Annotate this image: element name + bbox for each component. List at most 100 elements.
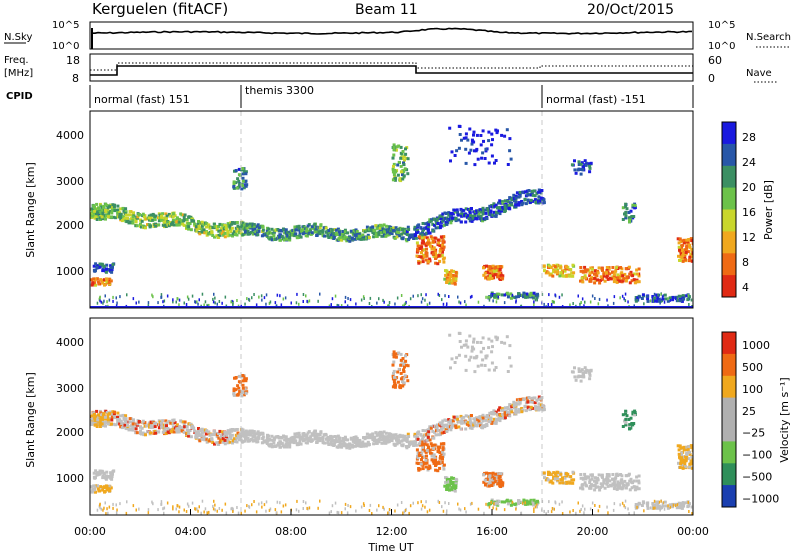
data-cell [687, 465, 691, 469]
data-cell [672, 503, 675, 507]
data-cell [232, 392, 236, 396]
data-cell [543, 302, 545, 306]
data-cell [579, 509, 581, 513]
data-cell [425, 236, 429, 240]
data-cell [178, 424, 182, 428]
data-cell [655, 506, 659, 510]
data-cell [236, 224, 240, 228]
data-cell [483, 511, 485, 515]
data-cell [386, 438, 390, 442]
data-cell [599, 278, 603, 282]
data-cell [663, 293, 667, 297]
data-cell [327, 443, 331, 446]
data-cell [93, 269, 97, 273]
data-cell [293, 225, 297, 229]
data-cell [355, 509, 357, 513]
data-cell [261, 431, 265, 435]
data-cell [119, 419, 123, 423]
data-cell [146, 430, 149, 434]
data-cell [327, 236, 331, 239]
data-cell [602, 274, 606, 278]
data-cell [624, 499, 627, 503]
data-cell [167, 212, 171, 216]
data-cell [205, 440, 209, 444]
data-cell [454, 484, 458, 488]
data-cell [459, 207, 463, 211]
data-cell [288, 443, 292, 447]
data-cell [295, 225, 299, 229]
data-cell [590, 267, 594, 271]
data-cell [393, 174, 397, 178]
data-cell [138, 300, 140, 304]
data-cell [244, 170, 248, 174]
data-cell [244, 509, 246, 513]
data-cell [517, 201, 521, 205]
data-cell [592, 479, 596, 483]
data-cell [253, 293, 255, 296]
data-cell [213, 292, 215, 296]
data-cell [684, 294, 688, 298]
data-cell [561, 269, 564, 273]
data-cell [147, 511, 150, 515]
data-cell [601, 276, 605, 280]
data-cell [436, 243, 440, 247]
data-cell [265, 293, 268, 297]
data-cell [464, 339, 468, 343]
data-cell [377, 230, 381, 234]
data-cell [571, 481, 575, 485]
data-cell [383, 437, 387, 441]
data-cell [490, 484, 494, 487]
data-cell [124, 420, 128, 424]
data-cell [429, 235, 433, 239]
data-cell [493, 411, 497, 415]
data-cell [109, 279, 113, 283]
data-cell [340, 445, 344, 449]
data-cell [579, 486, 582, 490]
data-cell [633, 511, 635, 515]
data-cell [182, 215, 186, 219]
power-colorbar-label: Power [dB] [762, 180, 775, 240]
data-cell [210, 437, 214, 441]
data-cell [580, 368, 584, 372]
data-cell [104, 501, 106, 505]
data-cell [579, 302, 581, 306]
data-cell [392, 355, 396, 359]
data-cell [450, 216, 454, 220]
data-cell [589, 161, 593, 165]
data-cell [483, 478, 487, 482]
data-cell [449, 366, 452, 370]
data-cell [98, 415, 102, 419]
freq-tick-low: 8 [72, 72, 79, 85]
data-cell [464, 343, 468, 347]
data-cell [635, 280, 639, 284]
data-cell [229, 228, 232, 232]
data-cell [401, 357, 405, 360]
data-cell [253, 232, 257, 235]
data-cell [683, 256, 687, 260]
data-cell [611, 477, 615, 481]
data-cell [442, 425, 446, 429]
data-cell [282, 297, 285, 301]
data-cell [537, 195, 541, 199]
data-cell [493, 214, 497, 218]
data-cell [121, 413, 125, 417]
data-cell [120, 219, 124, 223]
data-cell [497, 292, 501, 296]
data-cell [305, 436, 309, 440]
data-cell [269, 507, 272, 511]
data-cell [242, 186, 246, 190]
data-cell [583, 304, 585, 308]
data-cell [524, 409, 528, 413]
data-cell [600, 474, 604, 478]
data-cell [612, 483, 616, 487]
data-cell [92, 471, 96, 475]
data-cell [497, 482, 501, 485]
data-cell [149, 431, 152, 435]
data-cell [260, 294, 263, 298]
data-cell [624, 214, 628, 218]
data-cell [458, 507, 460, 511]
data-cell [110, 422, 113, 426]
data-cell [464, 368, 468, 372]
data-cell [423, 442, 427, 446]
data-cell [232, 180, 236, 184]
